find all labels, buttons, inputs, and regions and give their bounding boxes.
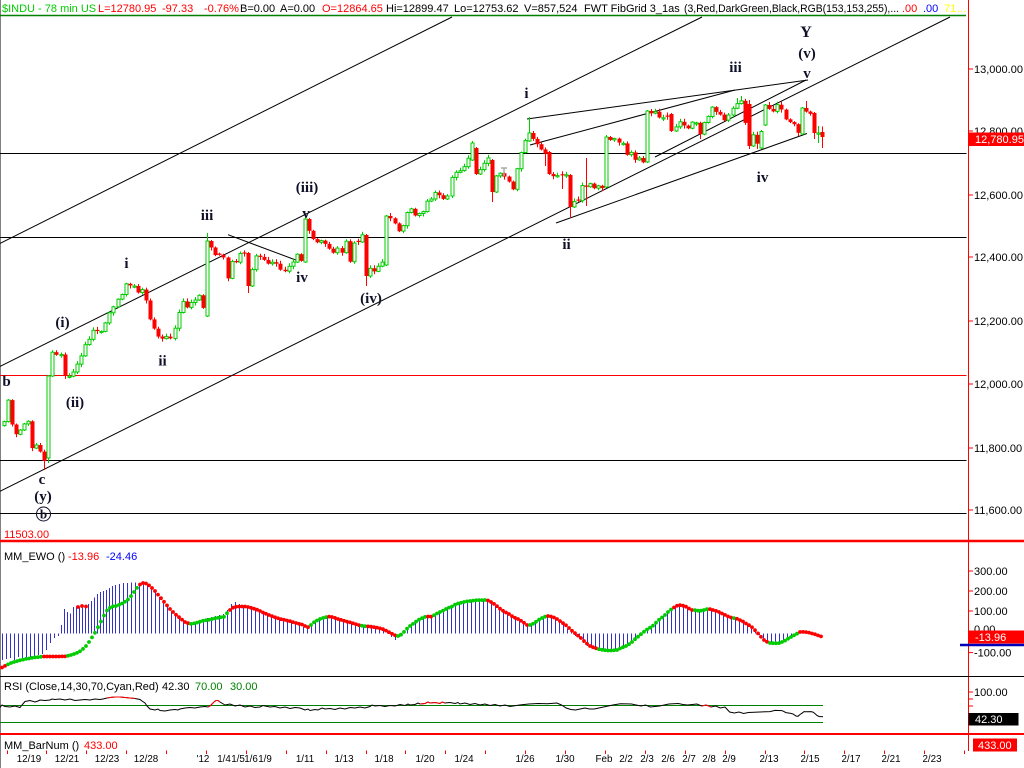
svg-text:iii: iii <box>201 208 214 224</box>
svg-text:42.30: 42.30 <box>975 714 1003 726</box>
svg-text:2/9: 2/9 <box>722 754 736 765</box>
svg-text:12,780.95: 12,780.95 <box>975 134 1024 146</box>
svg-text:12,600.00: 12,600.00 <box>974 190 1023 202</box>
svg-text:1/6: 1/6 <box>244 754 258 765</box>
svg-text:2/6: 2/6 <box>661 754 675 765</box>
svg-text:Hi=12899.47: Hi=12899.47 <box>386 3 449 15</box>
svg-text:i: i <box>124 256 128 272</box>
svg-text:...: ... <box>957 3 966 15</box>
svg-text:iii: iii <box>729 60 742 76</box>
svg-text:-0.76%: -0.76% <box>204 3 239 15</box>
svg-text:200.00: 200.00 <box>974 586 1008 598</box>
svg-text:12/19: 12/19 <box>17 754 42 765</box>
svg-text:30.00: 30.00 <box>230 681 258 693</box>
svg-text:71: 71 <box>944 3 956 15</box>
svg-text:100.00: 100.00 <box>974 687 1008 699</box>
svg-text:12,400.00: 12,400.00 <box>974 252 1023 264</box>
svg-text:$INDU - 78 min US: $INDU - 78 min US <box>2 3 96 15</box>
svg-text:1/13: 1/13 <box>334 754 354 765</box>
svg-text:ii: ii <box>562 237 570 253</box>
svg-text:1/4: 1/4 <box>217 754 231 765</box>
svg-text:c: c <box>39 472 46 488</box>
svg-text:2/8: 2/8 <box>702 754 716 765</box>
svg-text:12/28: 12/28 <box>134 754 159 765</box>
svg-text:70.00: 70.00 <box>195 681 223 693</box>
svg-text:12/23: 12/23 <box>95 754 120 765</box>
svg-text:(y): (y) <box>34 489 52 505</box>
svg-text:RSI (Close,14,30,70,Cyan,Red): RSI (Close,14,30,70,Cyan,Red) <box>4 681 159 693</box>
svg-text:A=0.00: A=0.00 <box>280 3 315 15</box>
svg-text:100.00: 100.00 <box>974 606 1008 618</box>
svg-text:i: i <box>524 86 528 102</box>
svg-text:300.00: 300.00 <box>974 566 1008 578</box>
svg-text:433.00: 433.00 <box>84 740 118 752</box>
svg-text:.00: .00 <box>923 3 938 15</box>
svg-text:433.00: 433.00 <box>978 740 1012 752</box>
svg-text:1/30: 1/30 <box>555 754 575 765</box>
svg-text:B=0.00: B=0.00 <box>240 3 275 15</box>
svg-text:(iii): (iii) <box>296 180 319 196</box>
svg-text:v: v <box>302 206 310 222</box>
svg-text:Feb: Feb <box>596 754 613 765</box>
svg-text:2/13: 2/13 <box>759 754 779 765</box>
svg-text:MM_BarNum (): MM_BarNum () <box>4 740 79 752</box>
svg-text:1/11: 1/11 <box>296 754 314 765</box>
svg-text:-97.33: -97.33 <box>162 3 193 15</box>
svg-text:1/20: 1/20 <box>415 754 435 765</box>
svg-text:2/21: 2/21 <box>881 754 900 765</box>
svg-text:-24.46: -24.46 <box>106 551 137 563</box>
svg-text:2/3: 2/3 <box>640 754 654 765</box>
svg-text:11,600.00: 11,600.00 <box>974 505 1022 517</box>
svg-text:'12: '12 <box>197 754 210 765</box>
svg-text:L=12780.95: L=12780.95 <box>98 3 156 15</box>
svg-text:2/17: 2/17 <box>841 754 860 765</box>
svg-text:iv: iv <box>296 270 308 286</box>
svg-text:Lo=12753.62: Lo=12753.62 <box>454 3 519 15</box>
svg-text:(v): (v) <box>798 46 816 62</box>
svg-text:(ii): (ii) <box>66 395 84 411</box>
svg-text:iv: iv <box>757 170 769 186</box>
svg-text:Y: Y <box>800 24 812 41</box>
svg-text:11,800.00: 11,800.00 <box>974 443 1022 455</box>
svg-text:.00: .00 <box>902 3 917 15</box>
svg-text:2/23: 2/23 <box>922 754 942 765</box>
svg-text:b: b <box>40 507 47 522</box>
svg-text:b: b <box>2 374 10 390</box>
svg-text:-13.96: -13.96 <box>975 632 1006 644</box>
svg-text:11503.00: 11503.00 <box>4 529 49 541</box>
svg-text:MM_EWO (): MM_EWO () <box>4 551 65 563</box>
svg-text:1/26: 1/26 <box>515 754 535 765</box>
svg-text:v: v <box>803 66 811 82</box>
svg-text:ii: ii <box>158 354 166 370</box>
svg-text:2/2: 2/2 <box>619 754 633 765</box>
svg-text:1/24: 1/24 <box>454 754 474 765</box>
svg-text:1/18: 1/18 <box>374 754 394 765</box>
svg-text:1/9: 1/9 <box>258 754 272 765</box>
svg-text:13,000.00: 13,000.00 <box>974 64 1023 76</box>
svg-text:(iv): (iv) <box>360 291 382 307</box>
svg-text:12/21: 12/21 <box>55 754 80 765</box>
svg-text:-13.96: -13.96 <box>68 551 99 563</box>
svg-text:2/7: 2/7 <box>682 754 696 765</box>
svg-text:(i): (i) <box>55 315 69 331</box>
svg-text:O=12864.65: O=12864.65 <box>322 3 383 15</box>
svg-text:42.30: 42.30 <box>162 681 190 693</box>
svg-text:1/5: 1/5 <box>231 754 245 765</box>
svg-text:-100.00: -100.00 <box>974 648 1011 660</box>
svg-text:12,000.00: 12,000.00 <box>974 379 1023 391</box>
svg-text:FWT FibGrid 3_1as: FWT FibGrid 3_1as <box>584 3 680 15</box>
svg-text:12,200.00: 12,200.00 <box>974 316 1023 328</box>
svg-text:V=857,524: V=857,524 <box>524 3 578 15</box>
svg-text:(3,Red,DarkGreen,Black,RGB(153: (3,Red,DarkGreen,Black,RGB(153,153,255),… <box>684 3 899 15</box>
svg-text:2/15: 2/15 <box>800 754 820 765</box>
